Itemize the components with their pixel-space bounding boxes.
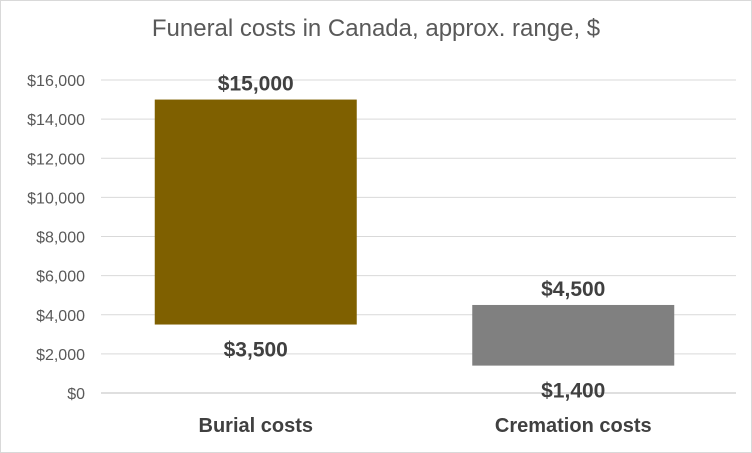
category-label: Cremation costs — [495, 415, 652, 437]
y-tick-label: $12,000 — [27, 151, 85, 168]
chart-title: Funeral costs in Canada, approx. range, … — [151, 15, 601, 42]
data-label-high: $4,500 — [541, 278, 605, 301]
y-tick-label: $4,000 — [36, 308, 85, 325]
y-tick-label: $10,000 — [27, 190, 85, 207]
bar-cremation-costs — [472, 304, 675, 366]
bar-burial-costs — [154, 99, 357, 325]
y-tick-label: $6,000 — [36, 269, 85, 286]
category-label: Burial costs — [199, 415, 313, 437]
y-tick-label: $2,000 — [36, 347, 85, 364]
data-label-low: $1,400 — [541, 380, 605, 403]
y-tick-label: $14,000 — [27, 112, 85, 129]
y-tick-label: $0 — [67, 386, 85, 403]
y-tick-label: $8,000 — [36, 230, 85, 247]
y-tick-label: $16,000 — [27, 73, 85, 90]
data-label-low: $3,500 — [224, 339, 288, 362]
data-label-high: $15,000 — [218, 73, 294, 96]
